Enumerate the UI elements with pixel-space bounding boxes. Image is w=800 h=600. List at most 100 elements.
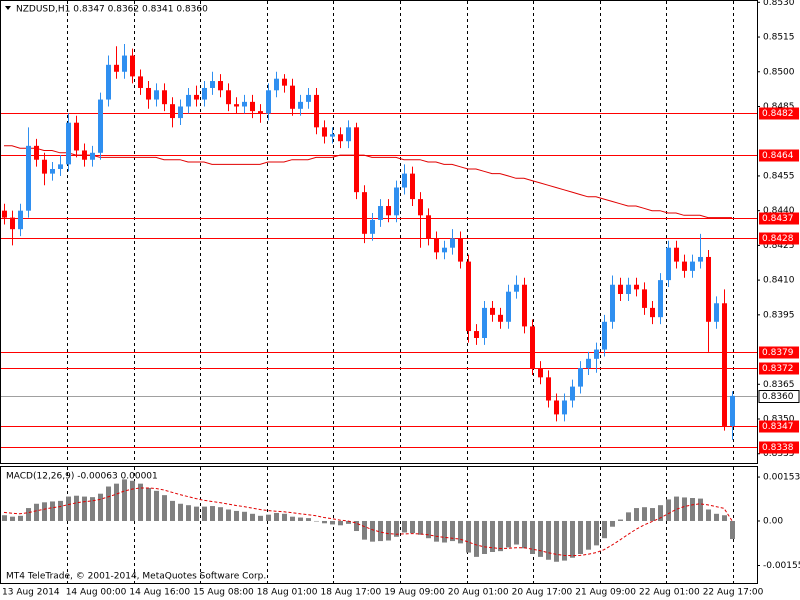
candle-body — [74, 122, 79, 151]
candle-body — [354, 127, 359, 193]
macd-bar — [562, 520, 567, 561]
candle-body — [442, 247, 447, 253]
macd-bar — [474, 520, 479, 557]
candle-body — [506, 291, 511, 322]
candle-body — [626, 284, 631, 295]
candle-body — [482, 307, 487, 338]
candle-body — [458, 238, 463, 262]
candle-body — [554, 400, 559, 415]
macd-bar — [442, 520, 447, 543]
macd-bar — [386, 520, 391, 541]
candle-body — [114, 64, 119, 72]
candle-body — [570, 386, 575, 401]
candle-body — [170, 104, 175, 119]
macd-bar — [322, 520, 327, 524]
macd-bar — [82, 496, 87, 521]
candle-body — [690, 261, 695, 271]
level-label-box — [759, 149, 799, 162]
candle-body — [650, 307, 655, 318]
macd-bar — [418, 520, 423, 535]
macd-bar — [458, 520, 463, 544]
macd-bar — [578, 520, 583, 554]
macd-bar — [658, 505, 663, 521]
macd-y-tick-label: 0.00153 — [763, 473, 800, 483]
macd-bar — [394, 520, 399, 537]
candle-body — [602, 321, 607, 350]
candle-body — [490, 307, 495, 315]
candle-body — [58, 164, 63, 169]
macd-bar — [402, 520, 407, 533]
candle-body — [474, 331, 479, 338]
level-label-box — [759, 346, 799, 359]
candle-body — [418, 199, 423, 216]
macd-layer — [2, 479, 735, 562]
macd-bar — [178, 503, 183, 521]
macd-bar — [66, 496, 71, 521]
candle-body — [130, 55, 135, 77]
macd-bar — [466, 520, 471, 553]
candle-body — [250, 101, 255, 112]
y-tick-label: 0.8440 — [763, 206, 795, 216]
macd-bar — [602, 520, 607, 539]
y-tick-label: 0.8335 — [763, 449, 795, 459]
candle-body — [498, 314, 503, 322]
x-tick-label: 13 Aug 2014 — [2, 588, 60, 598]
candle-body — [306, 94, 311, 102]
level-label: 0.8428 — [762, 234, 794, 244]
macd-bar — [530, 520, 535, 554]
candle-body — [450, 238, 455, 248]
macd-bar — [258, 515, 263, 521]
candle-body — [402, 173, 407, 188]
macd-bar — [706, 509, 711, 521]
candle-body — [42, 159, 47, 174]
candle-body — [178, 106, 183, 119]
candle-body — [242, 101, 247, 107]
macd-bar — [634, 508, 639, 521]
level-label: 0.8379 — [762, 348, 794, 358]
candle-body — [330, 134, 335, 137]
candle-body — [674, 247, 679, 262]
macd-bar — [50, 501, 55, 521]
macd-bar — [298, 517, 303, 521]
candle-body — [258, 111, 263, 114]
macd-bar — [410, 520, 415, 534]
candle-body — [410, 173, 415, 200]
macd-bar — [106, 486, 111, 521]
macd-bar — [314, 520, 319, 522]
macd-bar — [98, 493, 103, 521]
x-tick-label: 22 Aug 17:00 — [703, 588, 764, 598]
macd-bar — [522, 520, 527, 549]
candle-body — [698, 256, 703, 262]
macd-bar — [626, 512, 631, 521]
candle-body — [266, 90, 271, 114]
macd-bar — [266, 514, 271, 521]
macd-bar — [34, 503, 39, 521]
candle-body — [210, 81, 215, 88]
current-price-label: 0.8360 — [762, 392, 794, 402]
candle-body — [66, 122, 71, 165]
macd-bar — [234, 510, 239, 521]
candle-body — [586, 358, 591, 369]
candle-body — [538, 368, 543, 378]
macd-bar — [610, 520, 615, 527]
candle-body — [290, 85, 295, 109]
macd-bar — [730, 520, 735, 540]
macd-bar — [666, 499, 671, 521]
level-label-box — [759, 232, 799, 245]
level-label-box — [759, 362, 799, 375]
x-tick-label: 20 Aug 01:00 — [448, 588, 509, 598]
macd-bar — [42, 502, 47, 521]
macd-bar — [426, 520, 431, 539]
candle-body — [298, 101, 303, 109]
y-tick-label: 0.8425 — [763, 241, 795, 251]
macd-bar — [642, 507, 647, 521]
candle-body — [194, 94, 199, 100]
moving-average — [4, 145, 732, 219]
macd-bar — [162, 495, 167, 521]
macd-bar — [186, 505, 191, 521]
chart-title: NZDUSD,H1 0.8347 0.8362 0.8341 0.8360 — [16, 5, 208, 15]
y-tick-label: 0.8365 — [763, 380, 795, 390]
x-tick-label: 19 Aug 09:00 — [384, 588, 445, 598]
candle-body — [434, 238, 439, 253]
